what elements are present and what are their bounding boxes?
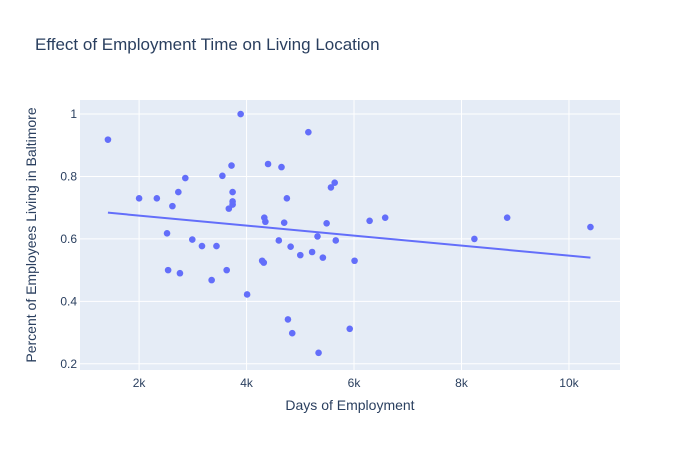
data-point (351, 257, 358, 265)
y-tick-label: 0.6 (60, 232, 77, 246)
data-point (280, 219, 288, 226)
trendline (107, 211, 591, 259)
data-point (296, 251, 304, 259)
data-point (331, 179, 338, 187)
data-point (323, 219, 330, 227)
chart-title: Effect of Employment Time on Living Loca… (35, 35, 380, 54)
data-point (182, 174, 189, 182)
data-point (229, 188, 236, 196)
data-point (198, 242, 206, 250)
x-axis-title: Days of Employment (285, 397, 414, 413)
data-point (223, 266, 230, 274)
data-points (104, 110, 594, 357)
data-point (135, 195, 143, 202)
y-tick-label: 1 (70, 107, 77, 121)
data-point (260, 259, 268, 266)
y-axis-title: Percent of Employees Living in Baltimore (23, 107, 39, 362)
data-point (264, 160, 272, 168)
grid-lines (80, 100, 620, 370)
data-point (319, 254, 327, 261)
data-point (381, 214, 389, 221)
data-point (188, 236, 196, 243)
y-tick-label: 0.8 (60, 169, 77, 183)
data-point (305, 128, 312, 136)
data-point (315, 349, 322, 357)
y-tick-label: 0.2 (60, 357, 77, 371)
data-point (284, 316, 292, 323)
data-point (288, 329, 296, 337)
data-point (164, 266, 172, 274)
x-tick-label: 2k (133, 376, 147, 390)
y-tick-label: 0.4 (60, 294, 77, 308)
tick-labels: 2k 4k 6k 8k 10k 0.2 0.4 0.6 0.8 1 (60, 107, 579, 390)
x-tick-label: 8k (455, 376, 469, 390)
data-point (229, 198, 236, 205)
data-point (503, 214, 511, 221)
data-point (163, 229, 171, 237)
data-point (587, 223, 594, 231)
data-point (208, 276, 215, 284)
data-point (287, 243, 294, 251)
data-point (278, 163, 285, 171)
data-point (219, 172, 226, 180)
data-point (283, 195, 291, 202)
data-point (243, 291, 251, 298)
data-point (153, 195, 161, 202)
data-point (175, 188, 182, 196)
data-point (327, 184, 335, 191)
data-point (471, 235, 478, 243)
x-tick-label: 6k (348, 376, 362, 390)
data-point (104, 136, 112, 143)
data-point (332, 237, 340, 244)
data-point (169, 202, 176, 210)
x-tick-label: 10k (559, 376, 579, 390)
x-tick-label: 4k (240, 376, 254, 390)
data-point (237, 110, 244, 118)
data-point (262, 218, 269, 226)
data-point (366, 217, 373, 225)
data-point (275, 237, 283, 244)
data-point (314, 233, 321, 240)
data-point (346, 325, 354, 333)
data-point (176, 269, 184, 277)
data-point (308, 248, 316, 256)
data-point (228, 162, 235, 169)
data-point (213, 242, 220, 250)
